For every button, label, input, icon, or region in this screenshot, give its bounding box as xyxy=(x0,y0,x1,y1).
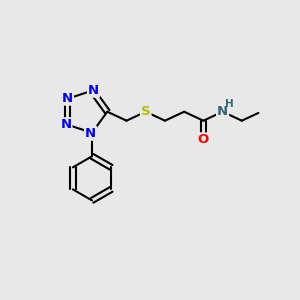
Text: N: N xyxy=(217,105,228,118)
Text: N: N xyxy=(62,92,73,105)
Text: O: O xyxy=(198,133,209,146)
Text: N: N xyxy=(88,84,99,97)
Text: N: N xyxy=(60,118,71,131)
Text: S: S xyxy=(141,105,151,118)
Text: H: H xyxy=(225,99,233,109)
Text: N: N xyxy=(85,127,96,140)
